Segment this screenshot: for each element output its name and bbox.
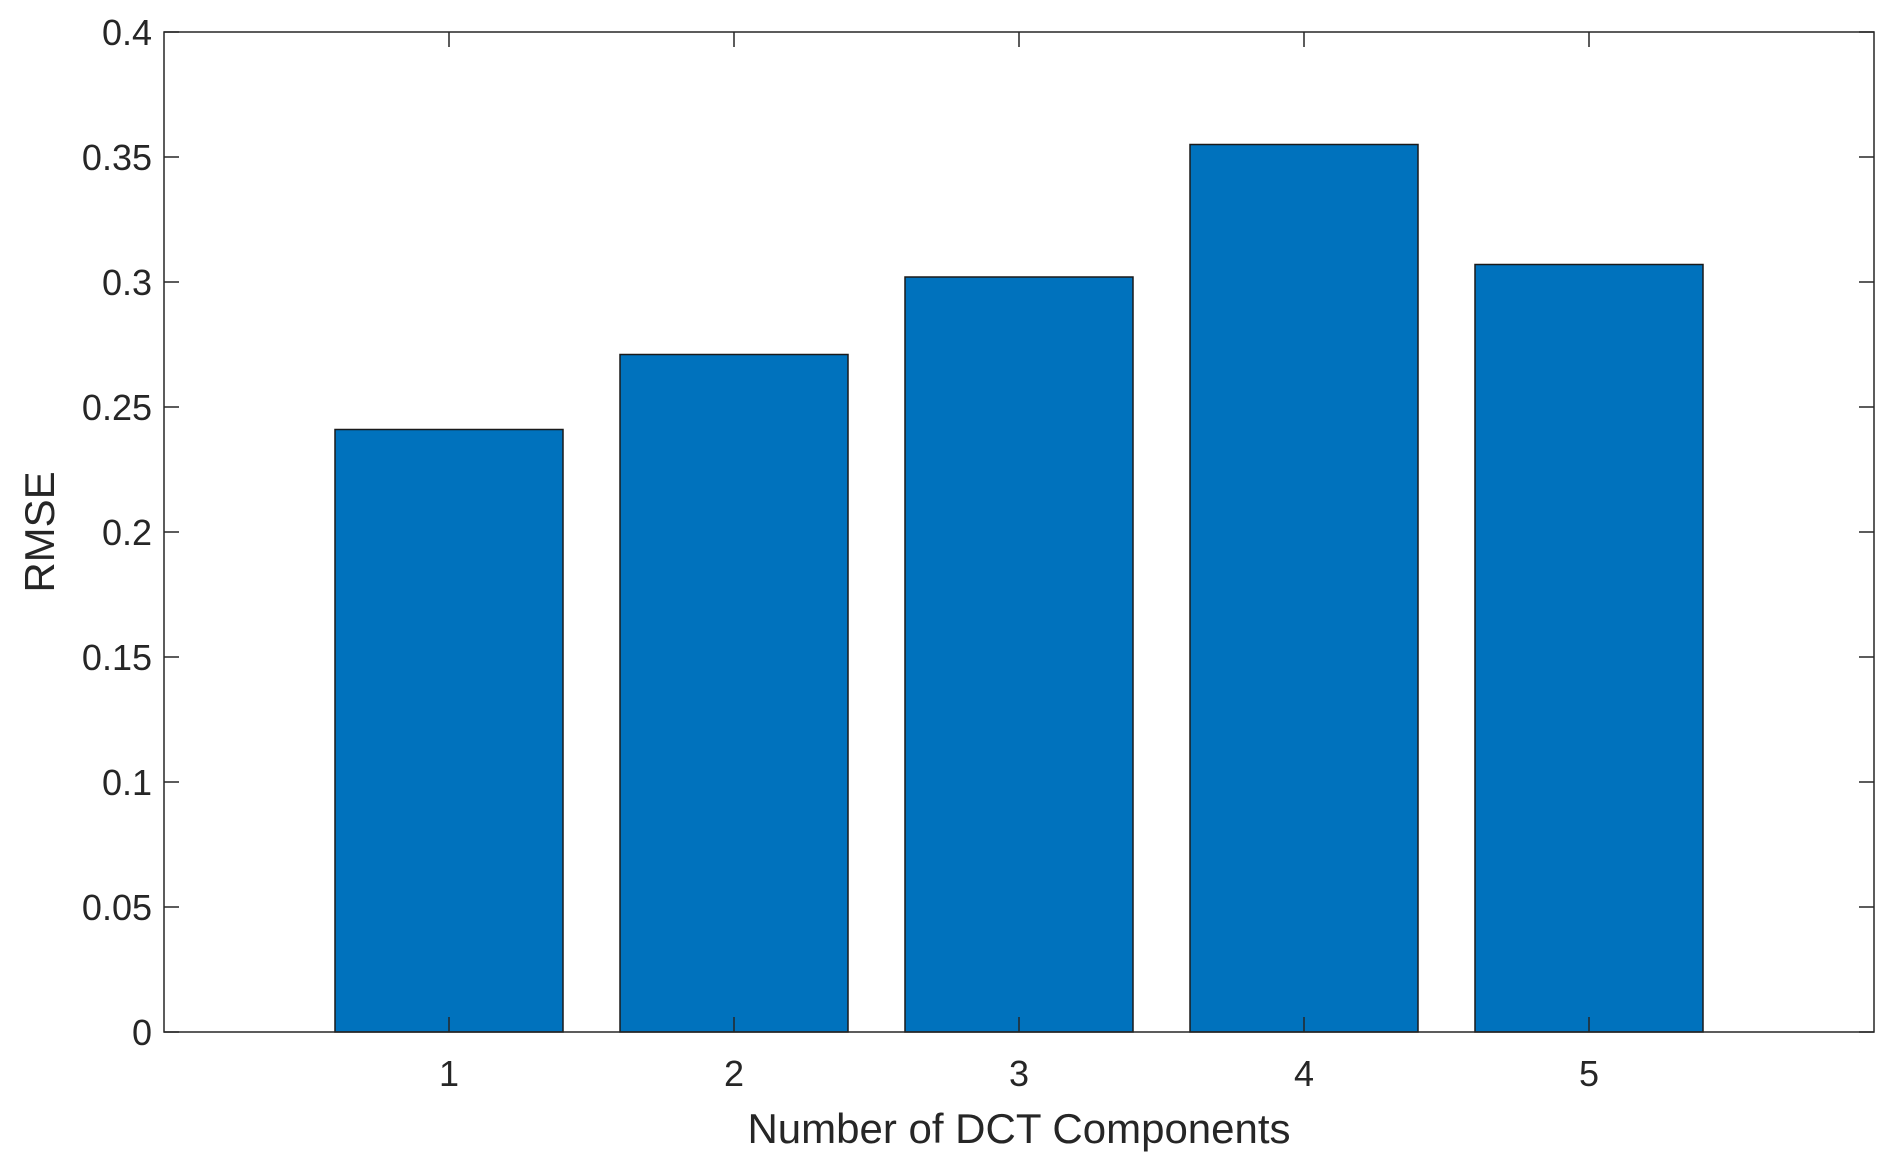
- x-axis-label: Number of DCT Components: [747, 1105, 1290, 1152]
- ticks-group: 1 2 3 4 5 0 0.05 0.1 0.15 0.2 0.25 0.3 0.35 0.4: [82, 12, 1874, 1094]
- y-tick-label-2: 0.1: [102, 762, 152, 803]
- y-tick-label-0: 0: [132, 1012, 152, 1053]
- bar-1: [334, 428, 564, 1033]
- y-tick-label-7: 0.35: [82, 137, 152, 178]
- bar-2: [619, 353, 849, 1033]
- plot-frame: [163, 31, 1875, 1033]
- y-tick-label-1: 0.05: [82, 887, 152, 928]
- bars-group: [334, 143, 1704, 1033]
- x-tick-label-5: 5: [1579, 1053, 1599, 1094]
- bar-4: [1189, 143, 1419, 1033]
- y-tick-label-5: 0.25: [82, 387, 152, 428]
- y-tick-label-6: 0.3: [102, 262, 152, 303]
- y-tick-label-8: 0.4: [102, 12, 152, 53]
- y-tick-label-4: 0.2: [102, 512, 152, 553]
- x-tick-label-4: 4: [1294, 1053, 1314, 1094]
- bar-3: [904, 276, 1134, 1033]
- y-axis-label: RMSE: [16, 471, 63, 592]
- x-tick-label-2: 2: [724, 1053, 744, 1094]
- y-tick-label-3: 0.15: [82, 637, 152, 678]
- bar-5: [1474, 263, 1704, 1033]
- x-tick-label-1: 1: [439, 1053, 459, 1094]
- x-tick-label-3: 3: [1009, 1053, 1029, 1094]
